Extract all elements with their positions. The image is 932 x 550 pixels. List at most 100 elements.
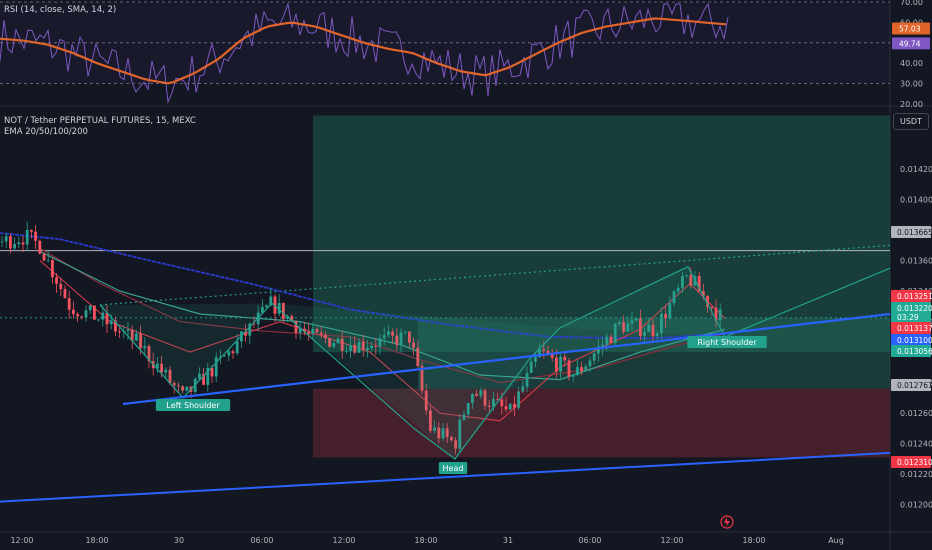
- candle-body: [660, 313, 663, 334]
- candle-body: [403, 331, 407, 333]
- candle-body: [496, 399, 499, 400]
- ema20-line: [39, 260, 726, 422]
- candle-body: [697, 276, 701, 292]
- candle-body: [143, 346, 147, 349]
- rsi-title[interactable]: RSI (14, close, SMA, 14, 2): [4, 5, 117, 15]
- rsi-value-badge: [892, 37, 930, 50]
- candle-body: [588, 360, 592, 367]
- candle-body: [458, 419, 462, 449]
- candle-body: [424, 390, 428, 411]
- candle-body: [609, 336, 613, 343]
- currency-button[interactable]: USDT: [893, 113, 929, 130]
- candle-body: [492, 399, 495, 407]
- candle-body: [529, 361, 533, 373]
- candle-body: [504, 406, 508, 410]
- candle-body: [63, 289, 67, 299]
- price-badge-text: 0.013056: [897, 347, 932, 356]
- candle-body: [336, 338, 340, 344]
- candle-body: [592, 353, 596, 361]
- candle-body: [685, 275, 688, 277]
- rsi-ma-line: [0, 17, 727, 85]
- candle-body: [261, 307, 264, 313]
- candle-body: [324, 334, 327, 339]
- candle-body: [294, 321, 298, 333]
- candle-body: [114, 320, 117, 332]
- candle-body: [172, 382, 176, 386]
- candle-body: [72, 309, 75, 315]
- candle-body: [97, 319, 100, 321]
- candle-body: [387, 331, 390, 335]
- price-badge-text: 0.013251: [897, 292, 932, 301]
- upper-trend-line: [99, 244, 891, 306]
- rsi-tick-label: 40.00: [900, 59, 923, 68]
- candle-body: [416, 347, 420, 366]
- candle-body: [25, 229, 29, 245]
- candle-body: [445, 428, 449, 438]
- candle-body: [580, 367, 583, 372]
- candle-body: [395, 335, 399, 346]
- candle-body: [454, 440, 457, 449]
- candle-body: [462, 414, 466, 420]
- candle-body: [681, 276, 684, 289]
- candle-body: [601, 344, 604, 347]
- candle-body: [525, 372, 529, 387]
- candle-body: [559, 356, 562, 372]
- price-badge: [891, 226, 931, 238]
- rsi-value-text: 57.03: [899, 24, 921, 33]
- candle-body: [248, 323, 252, 336]
- candle-body: [101, 312, 105, 320]
- candle-body: [534, 357, 537, 362]
- x-tick-label: 31: [503, 536, 513, 545]
- candle-body: [340, 338, 344, 351]
- x-tick-label: 18:00: [85, 536, 108, 545]
- candle-body: [718, 309, 722, 321]
- candle-body: [219, 356, 222, 358]
- candle-body: [441, 428, 445, 439]
- candle-body: [555, 357, 558, 372]
- candle-body: [34, 231, 37, 241]
- head-fill: [272, 303, 560, 459]
- candle-body: [76, 314, 79, 317]
- candle-body: [135, 333, 138, 341]
- candle-body: [13, 244, 16, 249]
- neckline: [122, 312, 891, 406]
- candle-body: [277, 302, 281, 314]
- candle-body: [231, 351, 235, 354]
- candle-body: [223, 355, 226, 357]
- candle-body: [508, 403, 512, 410]
- candle-body: [622, 322, 625, 332]
- candle-body: [88, 305, 92, 311]
- candle-body: [46, 260, 50, 261]
- x-tick-label: 06:00: [578, 536, 601, 545]
- candle-body: [202, 373, 205, 385]
- candle-body: [168, 369, 172, 383]
- candle-body: [706, 295, 709, 308]
- candle-body: [710, 307, 714, 308]
- candle-body: [563, 356, 567, 361]
- rsi-value-badge: [892, 22, 930, 35]
- candle-body: [164, 369, 168, 373]
- candle-body: [235, 341, 239, 354]
- right-shoulder-fill: [560, 266, 725, 337]
- candle-body: [634, 318, 638, 321]
- candle-body: [391, 331, 394, 336]
- symbol-title[interactable]: NOT / Tether PERPETUAL FUTURES, 15, MEXC: [4, 116, 196, 126]
- candle-body: [282, 302, 285, 319]
- candle-body: [59, 283, 63, 290]
- candle-body: [319, 332, 323, 335]
- rsi-value-text: 49.74: [899, 39, 921, 48]
- candle-body: [156, 363, 159, 369]
- candle-body: [4, 236, 8, 242]
- rsi-tick-label: 20.00: [900, 100, 923, 109]
- candle-body: [38, 240, 42, 254]
- ema-legend[interactable]: EMA 20/50/100/200: [4, 127, 88, 137]
- candle-body: [252, 323, 256, 325]
- candle-body: [412, 342, 415, 348]
- lightning-icon: [724, 517, 730, 527]
- candle-body: [466, 403, 470, 415]
- rsi-tick-label: 30.00: [900, 80, 923, 89]
